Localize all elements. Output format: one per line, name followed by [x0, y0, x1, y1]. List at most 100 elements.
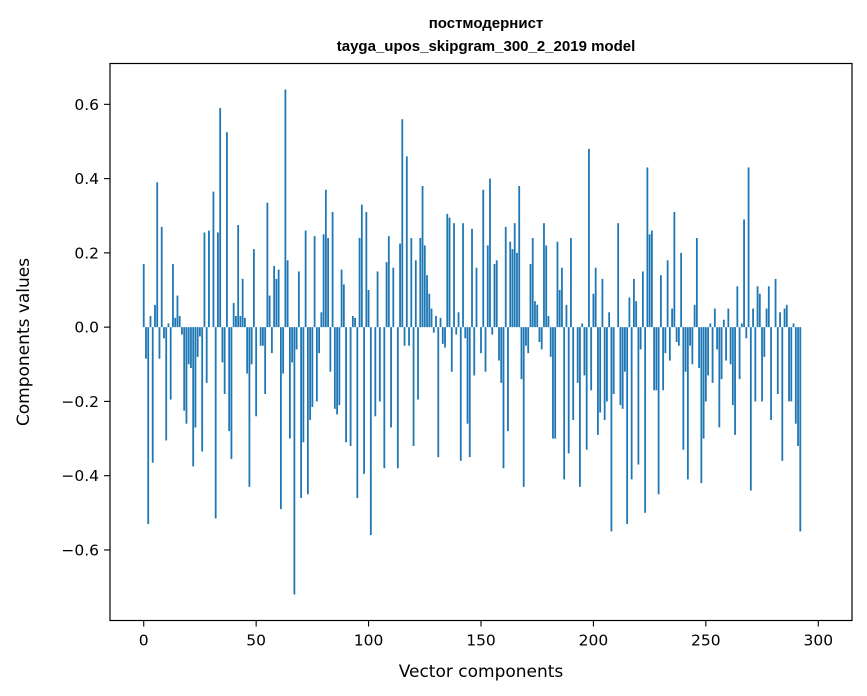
- bar: [390, 327, 392, 428]
- bar: [349, 327, 352, 446]
- bar: [367, 290, 370, 328]
- x-tick-label: 300: [803, 632, 833, 650]
- bar: [212, 191, 215, 328]
- bar: [498, 327, 500, 361]
- bar: [727, 308, 730, 328]
- bar: [554, 327, 557, 439]
- bar: [659, 275, 662, 328]
- x-axis-ticks: 0 50 100 150 200 250 300: [139, 620, 833, 650]
- bar: [520, 327, 523, 380]
- bar: [572, 327, 575, 420]
- bar: [673, 212, 676, 328]
- bar: [176, 295, 179, 328]
- bar: [273, 265, 276, 328]
- bar: [619, 327, 622, 406]
- bar: [169, 327, 172, 400]
- bar: [315, 327, 318, 402]
- bar: [534, 301, 536, 328]
- bar: [644, 327, 647, 513]
- bar: [279, 327, 282, 510]
- bar: [311, 327, 314, 407]
- bar: [576, 327, 579, 383]
- bar: [689, 327, 692, 346]
- bar: [266, 202, 269, 328]
- bar: [698, 327, 700, 368]
- bar: [448, 217, 451, 328]
- bar: [331, 212, 334, 328]
- bar: [538, 327, 541, 342]
- y-axis-label: Components values: [14, 258, 34, 426]
- bar: [241, 278, 244, 328]
- bar: [250, 327, 253, 365]
- bar: [776, 327, 779, 394]
- bar: [408, 327, 410, 346]
- bar: [374, 327, 377, 417]
- bar: [255, 327, 258, 417]
- bar: [248, 327, 251, 487]
- bar: [322, 234, 325, 328]
- bar: [432, 327, 435, 333]
- bar: [376, 271, 379, 328]
- bar: [664, 327, 667, 354]
- bar: [671, 308, 674, 328]
- bar: [675, 327, 678, 342]
- bar: [752, 308, 754, 328]
- bar: [628, 297, 631, 328]
- bar: [313, 236, 316, 328]
- bar: [601, 278, 604, 328]
- bar: [491, 327, 494, 335]
- bar: [480, 327, 482, 354]
- bar: [306, 327, 309, 495]
- bar: [163, 327, 165, 339]
- bar: [324, 189, 327, 328]
- bar: [716, 327, 718, 350]
- bar: [363, 327, 365, 474]
- bar: [736, 286, 739, 328]
- bar: [217, 232, 219, 328]
- bar: [459, 327, 462, 461]
- bar: [756, 286, 759, 328]
- bar: [286, 260, 289, 328]
- bar: [545, 245, 548, 328]
- bar: [356, 327, 359, 498]
- bar: [196, 327, 199, 357]
- bar: [702, 327, 705, 439]
- y-axis-ticks: −0.6 −0.4 −0.2 0.0 0.2 0.4 0.6: [61, 96, 110, 559]
- bar: [246, 327, 249, 374]
- bar: [399, 243, 401, 328]
- bar: [592, 293, 595, 328]
- bar: [253, 249, 255, 328]
- bar: [774, 278, 777, 328]
- bar: [740, 323, 743, 328]
- bar: [707, 327, 709, 376]
- bar: [437, 327, 440, 458]
- x-tick-label: 150: [466, 632, 496, 650]
- bar: [599, 327, 602, 413]
- bar: [700, 327, 703, 484]
- bar: [570, 238, 572, 328]
- bar: [192, 327, 195, 467]
- bar: [500, 327, 503, 383]
- bar: [288, 327, 291, 439]
- bar: [489, 178, 491, 328]
- bar: [185, 327, 188, 424]
- bar: [594, 267, 597, 328]
- chart-title: постмодернист: [429, 15, 544, 32]
- bar: [527, 327, 530, 354]
- bar: [318, 327, 321, 354]
- bar: [722, 319, 725, 328]
- bar: [223, 327, 226, 394]
- bar: [529, 264, 532, 328]
- bar: [259, 327, 262, 346]
- bar: [650, 230, 653, 328]
- bar: [779, 312, 781, 328]
- bar: [792, 323, 795, 328]
- bar: [653, 327, 656, 391]
- y-tick-label: −0.4: [61, 467, 99, 485]
- bar: [142, 264, 145, 328]
- bar: [327, 238, 329, 328]
- bar: [219, 108, 222, 328]
- bar: [540, 327, 543, 350]
- bar: [430, 308, 433, 328]
